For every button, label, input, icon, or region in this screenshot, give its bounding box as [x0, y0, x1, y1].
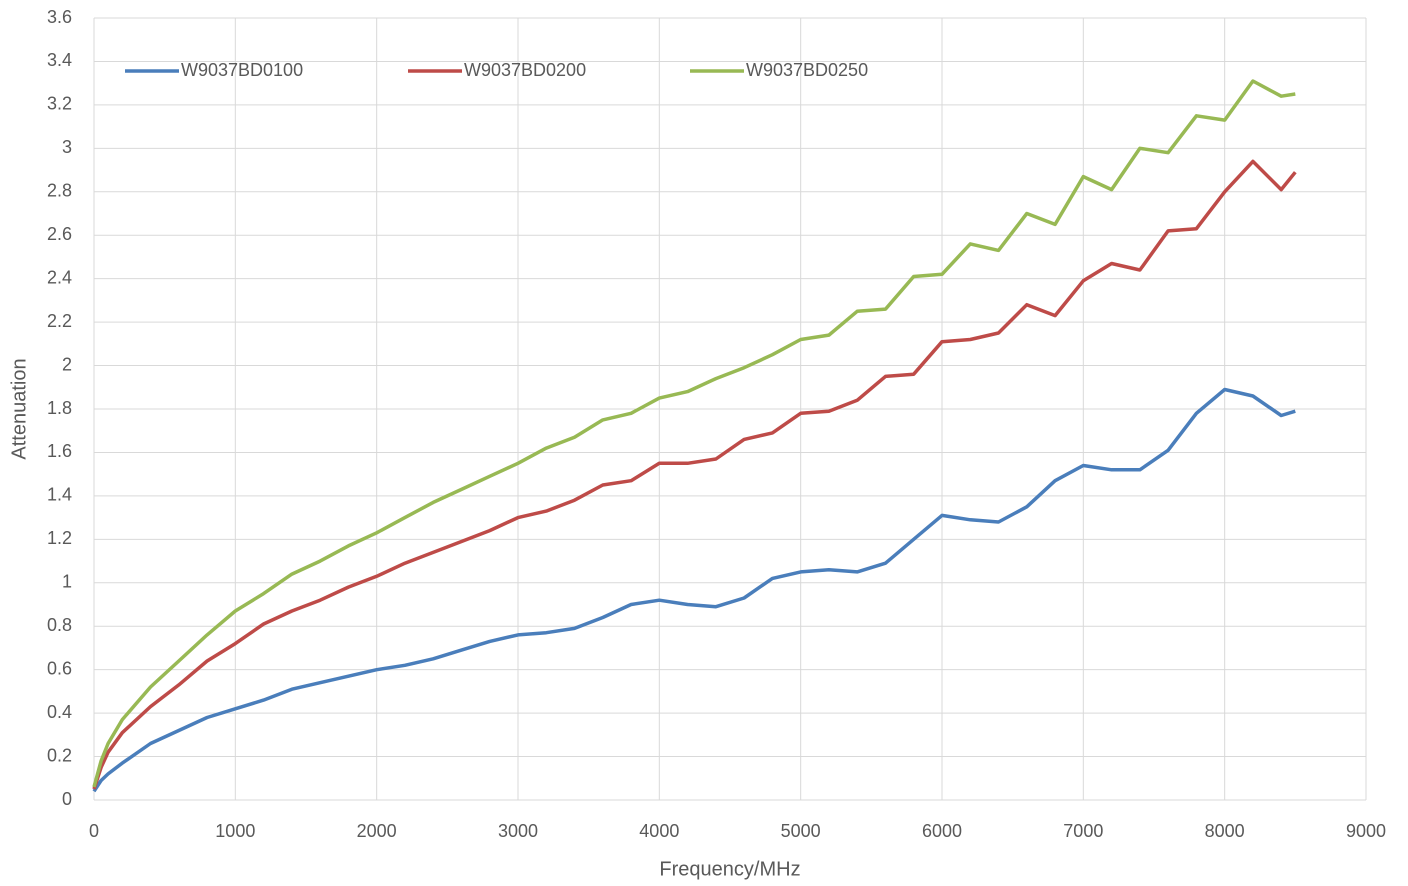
y-tick-label: 1.8	[47, 398, 72, 418]
series-line	[92, 387, 1296, 793]
y-tick-label: 0	[62, 789, 72, 809]
x-axis-title: Frequency/MHz	[659, 858, 800, 880]
x-tick-label: 8000	[1205, 821, 1245, 841]
x-tick-label: 9000	[1346, 821, 1386, 841]
y-tick-label: 0.4	[47, 702, 72, 722]
series-line	[92, 159, 1297, 790]
x-tick-label: 6000	[922, 821, 962, 841]
x-tick-label: 1000	[215, 821, 255, 841]
x-tick-label: 3000	[498, 821, 538, 841]
y-tick-label: 1.6	[47, 441, 72, 461]
y-tick-label: 2.8	[47, 181, 72, 201]
y-tick-label: 3	[62, 137, 72, 157]
y-tick-label: 3.6	[47, 7, 72, 27]
legend-label: W9037BD0250	[746, 60, 868, 80]
y-tick-label: 2.2	[47, 311, 72, 331]
y-tick-label: 2.6	[47, 224, 72, 244]
x-tick-label: 5000	[781, 821, 821, 841]
legend-label: W9037BD0100	[181, 60, 303, 80]
y-tick-label: 2	[62, 354, 72, 374]
y-axis-title: Attenuation	[8, 358, 30, 459]
y-tick-label: 2.4	[47, 267, 72, 287]
y-tick-label: 3.4	[47, 50, 72, 70]
y-tick-label: 1.4	[47, 485, 72, 505]
y-tick-label: 1.2	[47, 528, 72, 548]
x-tick-label: 2000	[357, 821, 397, 841]
x-tick-label: 7000	[1063, 821, 1103, 841]
x-tick-label: 4000	[639, 821, 679, 841]
x-tick-label: 0	[89, 821, 99, 841]
y-tick-label: 0.2	[47, 745, 72, 765]
y-tick-label: 3.2	[47, 94, 72, 114]
y-tick-label: 1	[62, 572, 72, 592]
legend-label: W9037BD0200	[464, 60, 586, 80]
y-tick-label: 0.8	[47, 615, 72, 635]
y-tick-label: 0.6	[47, 658, 72, 678]
series-line	[92, 79, 1296, 788]
